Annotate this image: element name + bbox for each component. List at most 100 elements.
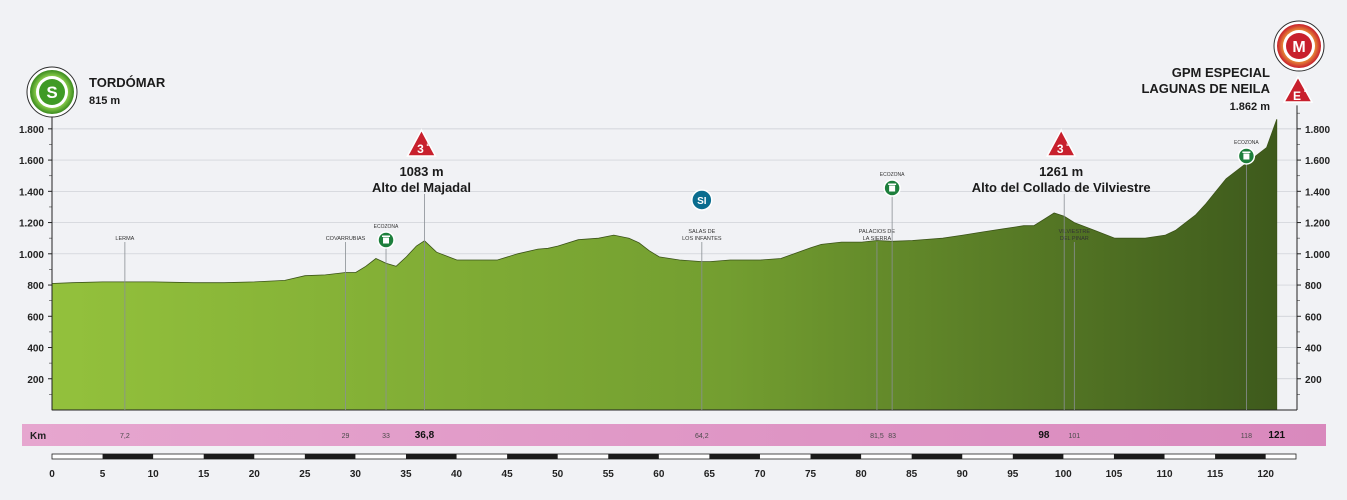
- scale-bar-segment: [1012, 454, 1064, 459]
- place-label: SALAS DE: [688, 229, 715, 235]
- scale-bar-segment: [1113, 454, 1165, 459]
- scale-bar-segment: [102, 454, 154, 459]
- km-band-label: Km: [30, 431, 46, 442]
- y-tick-label-right: 600: [1305, 312, 1322, 323]
- x-tick-label: 70: [754, 469, 766, 480]
- km-label: 101: [1068, 433, 1080, 440]
- ecozone-bin-body: [383, 237, 390, 244]
- finish-altitude: 1.862 m: [1230, 101, 1271, 113]
- km-label: 36,8: [415, 430, 435, 441]
- km-label: 118: [1241, 433, 1252, 440]
- y-tick-label-left: 800: [27, 281, 44, 292]
- climb-category: 3: [1057, 142, 1064, 156]
- x-tick-label: 90: [957, 469, 969, 480]
- y-tick-label-left: 1.000: [19, 250, 44, 261]
- km-label: 83: [888, 433, 896, 440]
- ecozone-label: ECOZONA: [880, 172, 905, 178]
- place-label: DEL PINAR: [1060, 236, 1089, 242]
- climb-name: Alto del Majadal: [372, 180, 471, 195]
- x-tick-label: 65: [704, 469, 716, 480]
- x-tick-label: 40: [451, 469, 463, 480]
- climb-category-sup: a: [1066, 142, 1070, 148]
- scale-bar-segment: [203, 454, 255, 459]
- ecozone-bin-lid: [1242, 151, 1251, 153]
- place-label: LA SIERRA: [863, 236, 892, 242]
- km-label: 121: [1268, 430, 1285, 441]
- climb-name: Alto del Collado de Vilviestre: [972, 180, 1151, 195]
- km-band: [22, 424, 1326, 446]
- category-triangle-icon: [1282, 75, 1314, 103]
- finish-letter: M: [1292, 39, 1305, 56]
- x-tick-label: 75: [805, 469, 817, 480]
- x-tick-label: 25: [299, 469, 311, 480]
- x-tick-label: 95: [1007, 469, 1019, 480]
- scale-bar-segment: [304, 454, 356, 459]
- y-tick-label-right: 1.600: [1305, 156, 1330, 167]
- scale-bar-segment: [608, 454, 659, 459]
- finish-category-badge: E a: [1282, 75, 1314, 103]
- x-tick-label: 60: [653, 469, 665, 480]
- x-tick-label: 15: [198, 469, 210, 480]
- km-label: 29: [342, 433, 350, 440]
- ecozone-bin-lid: [382, 235, 391, 237]
- scale-bar-segment: [810, 454, 862, 459]
- y-tick-label-right: 1.800: [1305, 125, 1330, 136]
- x-tick-label: 30: [350, 469, 362, 480]
- ecozone-bin-lid: [888, 183, 897, 185]
- km-label: 81,5: [870, 433, 884, 440]
- y-axis-left: 200 400 600 800 1.000 1.200 1.400 1.600 1.800: [19, 105, 53, 410]
- finish-line2: LAGUNAS DE NEILA: [1141, 81, 1270, 96]
- ecozone-label: ECOZONA: [1234, 140, 1259, 146]
- start-letter: S: [46, 83, 57, 102]
- y-tick-label-left: 1.800: [19, 125, 44, 136]
- x-tick-label: 0: [49, 469, 55, 480]
- km-labels: 7,2 29 33 36,8 64,2 81,5 83 98 101 118 121: [120, 430, 1286, 441]
- y-tick-label-left: 600: [27, 312, 44, 323]
- place-label: PALACIOS DE: [859, 229, 896, 235]
- place-label: COVARRUBIAS: [326, 236, 366, 242]
- start-town: TORDÓMAR: [89, 75, 166, 90]
- y-tick-label-right: 400: [1305, 344, 1322, 355]
- climb-category-sup: a: [426, 142, 430, 148]
- ecozone-bin-body: [889, 185, 896, 192]
- terrain-area: [51, 119, 1278, 411]
- x-tick-label: 5: [100, 469, 106, 480]
- scale-bar-segment: [911, 454, 963, 459]
- y-tick-label-left: 200: [27, 375, 44, 386]
- km-label: 64,2: [695, 433, 709, 440]
- mountain-finish-m-icon: [1286, 33, 1312, 59]
- y-axis-right: 200 400 600 800 1.000 1.200 1.400 1.600 1.800: [1296, 105, 1330, 410]
- terrain-layer: [51, 119, 1297, 411]
- finish-marker: M GPM ESPECIAL LAGUNAS DE NEILA 1.862 m …: [1141, 20, 1325, 113]
- scale-bar-segment: [709, 454, 760, 459]
- start-s-icon: [39, 79, 65, 105]
- y-tick-label-left: 400: [27, 344, 44, 355]
- climb-altitude: 1261 m: [1039, 164, 1083, 179]
- x-tick-label: 110: [1156, 469, 1173, 480]
- x-tick-label: 120: [1257, 469, 1274, 480]
- climb-category: 3: [417, 142, 424, 156]
- x-tick-label: 105: [1106, 469, 1123, 480]
- y-tick-label-right: 1.400: [1305, 187, 1330, 198]
- finish-category: E: [1293, 89, 1301, 103]
- y-tick-label-right: 200: [1305, 375, 1322, 386]
- finish-category-sup: a: [1304, 88, 1308, 94]
- place-label: LERMA: [115, 236, 134, 242]
- x-tick-label: 45: [502, 469, 514, 480]
- climb-altitude: 1083 m: [399, 164, 443, 179]
- x-tick-label: 50: [552, 469, 564, 480]
- sprint-label: SI: [697, 196, 707, 207]
- scale-bar-segment: [405, 454, 457, 459]
- climb-category-triangle-icon: [406, 128, 437, 157]
- scale-bar-segment: [507, 454, 558, 459]
- y-tick-label-left: 1.400: [19, 187, 44, 198]
- climb-category-triangle-icon: [1045, 128, 1077, 157]
- km-label: 98: [1038, 430, 1050, 441]
- km-label: 33: [382, 433, 390, 440]
- x-tick-label: 80: [856, 469, 868, 480]
- y-tick-label-right: 800: [1305, 281, 1322, 292]
- x-tick-label: 55: [603, 469, 615, 480]
- km-label: 7,2: [120, 433, 130, 440]
